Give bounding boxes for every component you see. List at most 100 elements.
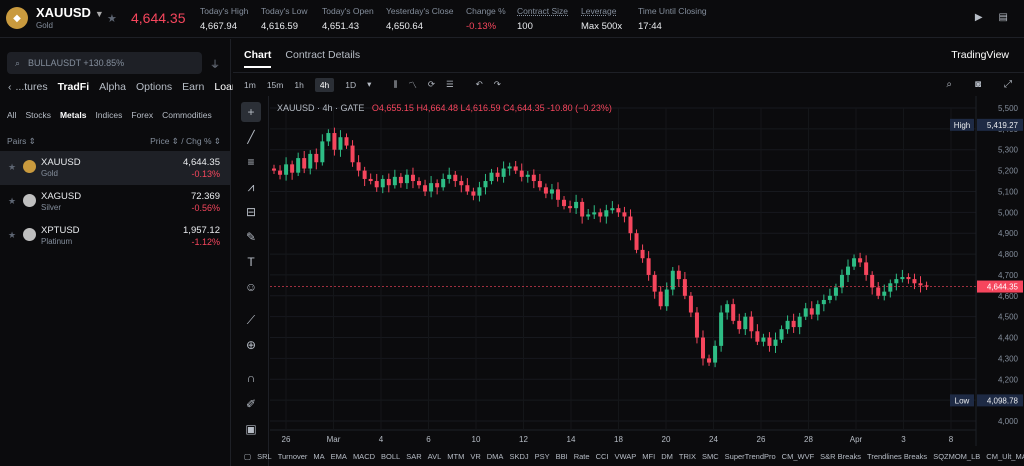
lock-drawings-icon[interactable]: ✐ xyxy=(245,397,257,411)
favorite-star-icon[interactable]: ★ xyxy=(8,196,17,206)
indicator-6[interactable]: SAR xyxy=(406,451,422,461)
indicator-19[interactable]: TRIX xyxy=(678,451,696,461)
brush-icon[interactable]: ✎ xyxy=(245,230,257,244)
candlestick-chart[interactable]: 5,5005,4005,3005,2005,1005,0004,9004,800… xyxy=(270,96,1024,446)
tab-loan[interactable]: Loan xyxy=(214,81,238,93)
indicators-icon[interactable]: 〽 xyxy=(408,79,417,90)
indicator-14[interactable]: Rate xyxy=(573,451,590,461)
indicator-2[interactable]: MA xyxy=(313,451,325,461)
candle-body-104 xyxy=(900,277,905,280)
camera-icon[interactable]: ◙ xyxy=(974,79,981,90)
calendar-icon[interactable]: ▢ xyxy=(244,451,252,461)
indicator-13[interactable]: BBI xyxy=(555,451,568,461)
text-icon[interactable]: T xyxy=(247,255,255,269)
tab-contract-details[interactable]: Contract Details xyxy=(285,49,361,61)
timeframe-1d[interactable]: 1D xyxy=(345,79,357,90)
tab-earn[interactable]: Earn xyxy=(182,81,205,93)
stat-leverage[interactable]: Leverage Max 500x xyxy=(581,6,623,32)
subtab-indices[interactable]: Indices xyxy=(95,110,123,120)
fullscreen-icon[interactable]: ⤢ xyxy=(1004,79,1012,90)
zoom-in-icon[interactable]: ⊕ xyxy=(245,338,257,352)
subtab-forex[interactable]: Forex xyxy=(131,110,154,120)
tab-alpha[interactable]: Alpha xyxy=(99,81,126,93)
search-icon[interactable]: ⌕ xyxy=(946,79,952,90)
list-item[interactable]: ★ XPTUSD Platinum 1,957.12 -1.12% xyxy=(8,225,220,247)
indicator-24[interactable]: Trendlines Breaks xyxy=(867,451,928,461)
pattern-icon[interactable]: ⩘ xyxy=(247,179,255,194)
timeframe-1m[interactable]: 1m xyxy=(244,79,256,90)
sort-price-change[interactable]: Price ⇕ / Chg % ⇕ xyxy=(150,136,221,146)
subtab-metals[interactable]: Metals xyxy=(59,110,87,120)
candle-body-85 xyxy=(785,320,790,330)
indicator-0[interactable]: SRL xyxy=(257,451,272,461)
magnet-icon[interactable]: ∩ xyxy=(246,371,256,385)
timeframe-15m[interactable]: 15m xyxy=(266,79,284,90)
indicator-16[interactable]: VWAP xyxy=(614,451,637,461)
tab-tradfi[interactable]: TradFi xyxy=(57,81,90,93)
indicator-9[interactable]: VR xyxy=(470,451,481,461)
indicator-12[interactable]: PSY xyxy=(534,451,550,461)
indicator-21[interactable]: SuperTrendPro xyxy=(724,451,776,461)
indicator-15[interactable]: CCI xyxy=(595,451,609,461)
indicator-8[interactable]: MTM xyxy=(447,451,465,461)
sort-pairs[interactable]: Pairs ⇕ xyxy=(7,136,36,146)
candle-body-95 xyxy=(846,266,851,275)
templates-icon[interactable]: ☰ xyxy=(446,79,454,89)
indicator-4[interactable]: MACD xyxy=(352,451,376,461)
indicator-11[interactable]: SKDJ xyxy=(509,451,529,461)
indicator-25[interactable]: SQZMOM_LB xyxy=(933,451,981,461)
candle-body-59 xyxy=(628,216,633,234)
indicator-20[interactable]: SMC xyxy=(701,451,719,461)
timeframe-1h[interactable]: 1h xyxy=(294,79,304,90)
replay-icon[interactable]: ⟳ xyxy=(427,79,436,89)
hide-sidebar-icon[interactable]: ⏚ xyxy=(210,60,220,71)
x-tick-label-13: 3 xyxy=(901,435,906,444)
list-item[interactable]: ★ XAUUSD Gold 4,644.35 -0.13% xyxy=(0,151,231,185)
subtab-stocks[interactable]: Stocks xyxy=(25,110,51,120)
indicator-22[interactable]: CM_WVF xyxy=(781,451,815,461)
indicator-1[interactable]: Turnover xyxy=(277,451,308,461)
indicator-10[interactable]: DMA xyxy=(486,451,504,461)
list-item[interactable]: ★ XAGUSD Silver 72.369 -0.56% xyxy=(8,191,220,213)
candle-body-26 xyxy=(429,183,434,192)
indicator-17[interactable]: MFI xyxy=(642,451,656,461)
timeframe-4h[interactable]: 4h xyxy=(314,77,335,92)
stat-contract-size[interactable]: Contract Size 100 xyxy=(517,6,569,32)
redo-icon[interactable]: ↷ xyxy=(493,79,501,89)
chevron-down-icon[interactable]: ▼ xyxy=(94,9,104,19)
indicator-18[interactable]: DM xyxy=(661,451,673,461)
emoji-icon[interactable]: ☺ xyxy=(244,280,258,294)
tab-futures[interactable]: ...tures xyxy=(15,81,48,93)
candle-type-icon[interactable]: ⫼ xyxy=(393,79,398,89)
subtab-commodities[interactable]: Commodities xyxy=(162,110,212,120)
search-input[interactable]: ⌕ BULLAUSDT +130.85% xyxy=(7,52,202,74)
trendline-icon[interactable]: ╱ xyxy=(247,130,255,144)
candle-body-70 xyxy=(694,312,699,338)
ohlc-legend: XAUUSD · 4h · GATE O4,655.15 H4,664.48 L… xyxy=(277,103,612,113)
indicator-5[interactable]: BOLL xyxy=(381,451,401,461)
fib-icon[interactable]: ⊟ xyxy=(245,205,257,219)
crosshair-icon[interactable]: + xyxy=(241,102,261,122)
book-icon[interactable]: ▤ xyxy=(998,12,1008,23)
subtab-all[interactable]: All xyxy=(7,110,17,120)
candle-body-44 xyxy=(537,181,542,188)
chevron-down-icon[interactable]: ▾ xyxy=(367,79,372,89)
symbol-selector[interactable]: ◆ XAUUSD ▼ Gold xyxy=(6,6,104,30)
play-video-icon[interactable]: ▶ xyxy=(974,12,983,23)
indicator-23[interactable]: S&R Breaks xyxy=(820,451,862,461)
favorite-star-icon[interactable]: ★ xyxy=(107,13,117,25)
favorite-star-icon[interactable]: ★ xyxy=(8,230,17,240)
indicator-26[interactable]: CM_Ult_MACD xyxy=(986,451,1024,461)
favorite-star-icon[interactable]: ★ xyxy=(8,162,17,172)
price-chart[interactable]: 5,5005,4005,3005,2005,1005,0004,9004,800… xyxy=(270,96,1024,466)
indicator-7[interactable]: AVL xyxy=(427,451,442,461)
tradingview-toggle[interactable]: TradingView xyxy=(951,49,1009,61)
tab-chart[interactable]: Chart xyxy=(244,49,272,68)
undo-icon[interactable]: ↶ xyxy=(475,79,483,89)
horizontal-lines-icon[interactable]: ≡ xyxy=(247,155,255,169)
chevron-left-icon[interactable]: ‹ xyxy=(8,81,12,93)
tab-options[interactable]: Options xyxy=(135,81,173,93)
ruler-icon[interactable]: ⟋ xyxy=(246,312,256,327)
lock-icon[interactable]: ▣ xyxy=(245,422,257,436)
indicator-3[interactable]: EMA xyxy=(330,451,347,461)
